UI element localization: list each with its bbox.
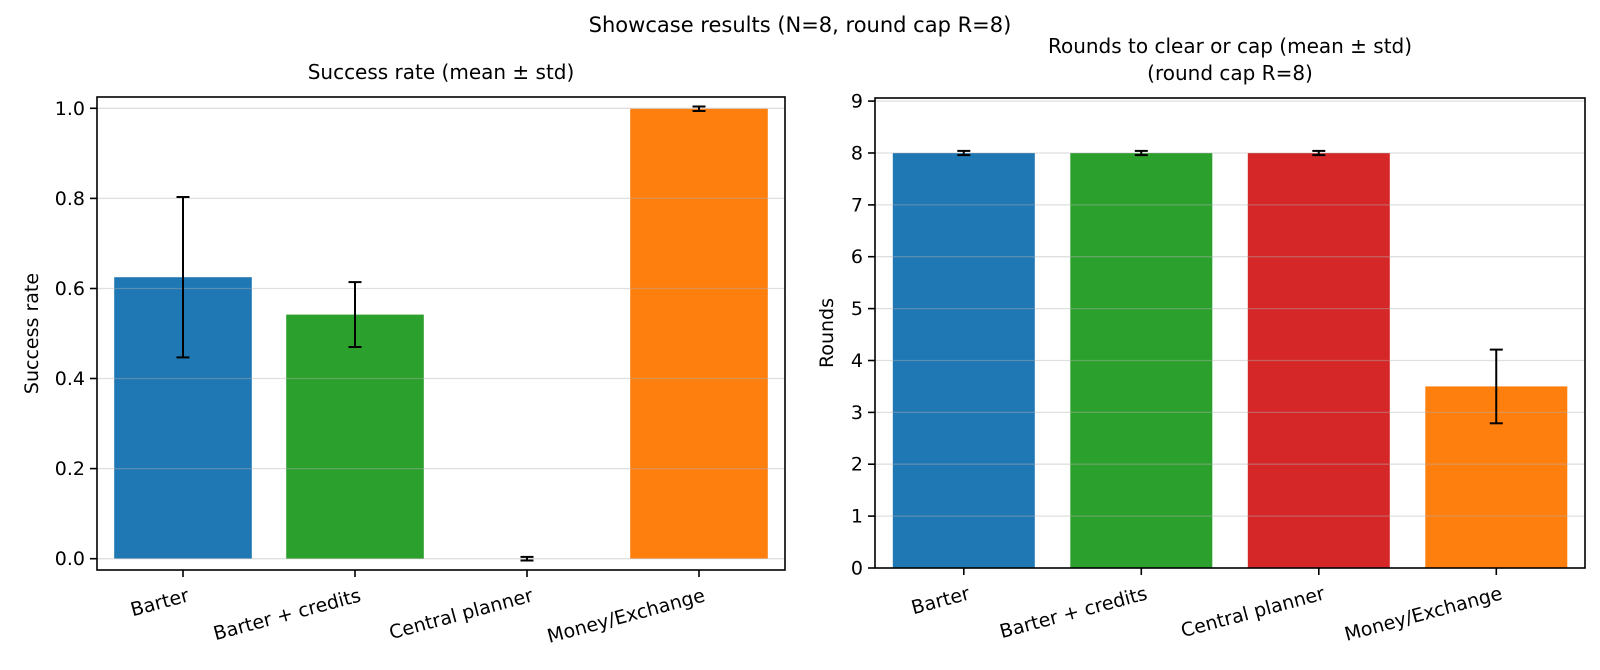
error-bar [176, 196, 190, 359]
y-tick-label: 0.6 [55, 278, 85, 300]
subplot-0: 0.0 0.2 0.4 0.6 0.8 1.0 Barter Barter + credits… [21, 96, 786, 648]
right-plot-title: Rounds to clear or cap (mean ± std) (rou… [1047, 34, 1413, 85]
bar [1070, 153, 1213, 568]
error-bar [1489, 348, 1503, 425]
y-tick-label: 3 [851, 402, 863, 424]
y-tick-label: 0.8 [55, 188, 85, 210]
x-tick-label: Money/Exchange [1342, 583, 1504, 646]
y-tick-label: 0.2 [55, 458, 85, 480]
subplot-1: 0 1 2 3 4 5 6 7 8 9 Barter Barter + credits Central … [816, 91, 1586, 646]
error-bar [957, 149, 971, 157]
x-tick-label: Barter [128, 585, 191, 622]
y-tick-label: 1 [851, 506, 863, 528]
bar [630, 108, 768, 559]
error-bar [1134, 149, 1148, 157]
y-axis-label: Success rate [21, 273, 43, 394]
y-tick-label: 0.0 [55, 548, 85, 570]
bar [1247, 153, 1390, 568]
x-tick-label: Central planner [1179, 583, 1328, 643]
y-tick-label: 9 [851, 91, 863, 113]
axis-frame [96, 96, 786, 571]
y-tick-label: 6 [851, 246, 863, 268]
figure-suptitle: Showcase results (N=8, round cap R=8) [588, 13, 1012, 37]
y-tick-label: 0 [851, 558, 863, 580]
y-axis-label: Rounds [816, 298, 838, 368]
y-tick-label: 5 [851, 298, 863, 320]
left-plot-title: Success rate (mean ± std) [307, 60, 575, 84]
y-tick-label: 2 [851, 454, 863, 476]
y-tick-label: 7 [851, 194, 863, 216]
x-tick-label: Central planner [387, 585, 536, 645]
error-bar [1312, 149, 1326, 157]
x-tick-label: Barter [909, 583, 972, 620]
bar [892, 153, 1035, 568]
error-bar [692, 105, 706, 112]
y-tick-label: 0.4 [55, 368, 85, 390]
error-bar [348, 281, 362, 348]
x-tick-label: Money/Exchange [545, 585, 707, 648]
error-bar [520, 555, 534, 562]
bar [286, 314, 424, 559]
y-tick-label: 4 [851, 350, 863, 372]
x-tick-label: Barter + credits [211, 585, 363, 646]
x-tick-label: Barter + credits [997, 583, 1149, 644]
axis-frame [874, 97, 1586, 569]
y-tick-label: 1.0 [55, 98, 85, 120]
y-tick-label: 8 [851, 143, 863, 165]
